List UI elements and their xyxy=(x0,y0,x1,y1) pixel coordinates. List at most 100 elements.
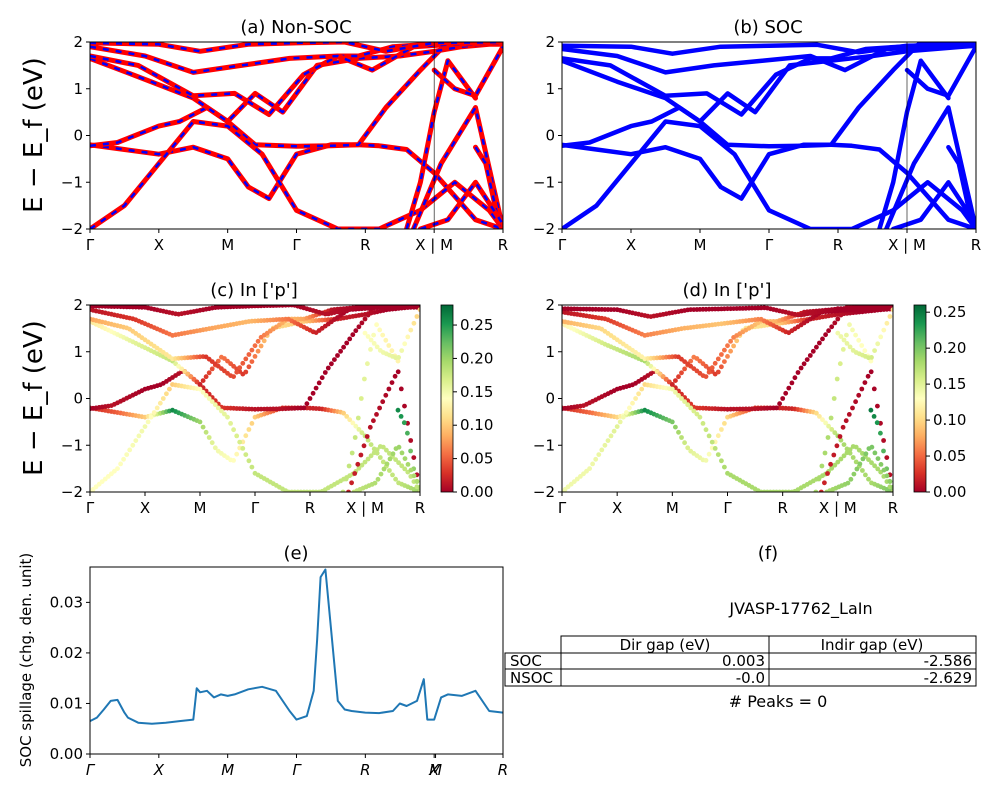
band-point xyxy=(872,450,878,456)
band-point xyxy=(405,334,411,340)
axes-frame xyxy=(561,41,977,230)
band-point xyxy=(828,461,833,467)
panel-d-plot: −2 −1 0 1 2 Γ X M Γ R X | M R 0.00 0.05 0.10 0.15 0.20 0.… xyxy=(533,296,967,517)
band-point xyxy=(807,353,813,358)
panel-a-xtick-label: Γ xyxy=(86,236,95,254)
band-point xyxy=(685,402,691,408)
band-point xyxy=(862,380,868,385)
panel-d-xtick-label: Γ xyxy=(723,499,732,517)
band-point xyxy=(358,396,364,401)
panel-d-xtick-label: Γ xyxy=(558,499,567,517)
band-point xyxy=(816,476,822,482)
band-point xyxy=(673,389,678,395)
band-point xyxy=(304,401,310,407)
band-point xyxy=(840,424,846,430)
band-point xyxy=(838,456,844,462)
band-point xyxy=(863,451,869,457)
band-nonsoc-0 xyxy=(90,142,503,229)
band-point xyxy=(352,471,358,476)
band-soc-6 xyxy=(562,119,976,229)
panel-b-title: (b) SOC xyxy=(733,17,802,38)
band-point xyxy=(344,414,350,419)
band-point xyxy=(853,444,859,450)
band-point xyxy=(620,414,626,420)
band-point xyxy=(831,396,837,401)
band-point xyxy=(844,341,850,346)
band-point xyxy=(715,356,721,362)
band-point xyxy=(206,435,212,440)
band-point xyxy=(154,405,160,411)
band-point xyxy=(313,385,319,391)
band-point xyxy=(688,358,694,364)
band-point xyxy=(602,442,608,448)
panel-e-ytick-label: 0.01 xyxy=(50,694,83,712)
band-point xyxy=(362,459,368,465)
band-point xyxy=(390,451,396,457)
band-point xyxy=(246,364,252,370)
band-point xyxy=(329,361,334,367)
band-point xyxy=(350,420,356,426)
band-point xyxy=(599,447,605,453)
band-point xyxy=(669,382,675,387)
panel-c-xtick-label: R xyxy=(305,499,315,517)
band-point xyxy=(359,320,365,326)
band-point xyxy=(358,452,364,458)
band-point xyxy=(356,465,362,471)
band-point xyxy=(837,434,843,439)
panel-a-ytick-label: 2 xyxy=(73,33,83,51)
band-point xyxy=(368,337,374,343)
band-point xyxy=(673,424,678,430)
band-point xyxy=(228,421,234,426)
band-point xyxy=(862,348,868,354)
panel-a-xtick-label: Γ xyxy=(292,236,301,254)
band-point xyxy=(374,447,380,452)
band-point xyxy=(825,435,831,440)
table-col-indir: Indir gap (eV) xyxy=(821,636,924,654)
band-point xyxy=(411,473,417,479)
band-point xyxy=(682,366,687,372)
band-point xyxy=(694,411,700,417)
band-point xyxy=(841,442,847,447)
band-point xyxy=(884,455,890,460)
band-point xyxy=(669,419,675,425)
band-point xyxy=(365,361,370,367)
band-point xyxy=(231,427,237,433)
panel-e-ytick-label: 0.02 xyxy=(50,644,83,662)
panel-c-ytick-label: 2 xyxy=(73,296,83,314)
band-point xyxy=(197,419,203,425)
band-point xyxy=(881,327,887,333)
band-point xyxy=(685,445,691,451)
panel-c-ylabel: E − E_f (eV) xyxy=(19,320,49,476)
panel-c-ytick-label: 1 xyxy=(73,343,83,361)
band-point xyxy=(841,337,847,343)
band-point xyxy=(341,410,346,416)
panel-d-title: (d) In ['p'] xyxy=(683,280,772,301)
band-point xyxy=(774,405,779,411)
band-point xyxy=(372,480,378,486)
band-point xyxy=(252,354,258,359)
band-point xyxy=(706,451,712,457)
band-point xyxy=(384,461,390,467)
band-soc-4 xyxy=(562,43,976,75)
band-point xyxy=(353,423,359,429)
band-point xyxy=(115,466,120,471)
band-point xyxy=(838,437,844,443)
panel-d-ytick-label: 0 xyxy=(545,390,555,408)
panel-e-title: (e) xyxy=(283,543,308,564)
band-point xyxy=(819,463,825,469)
panel-c: (c) In ['p'] E − E_f (eV) −2 −1 0 1 2 Γ X M Γ R X … xyxy=(19,280,493,517)
panel-b-ytick-label: −2 xyxy=(533,220,555,238)
band-point xyxy=(386,386,392,392)
band-point xyxy=(411,455,417,460)
band-point xyxy=(841,453,847,459)
band-point xyxy=(393,476,398,482)
band-point xyxy=(402,456,408,461)
band-point xyxy=(860,456,866,462)
band-point xyxy=(301,405,307,411)
band-point xyxy=(846,412,852,417)
band-point xyxy=(878,430,883,436)
band-point xyxy=(243,433,249,439)
band-point xyxy=(340,489,346,492)
panel-c-xtick-label: X xyxy=(140,499,150,517)
band-point xyxy=(866,476,871,482)
